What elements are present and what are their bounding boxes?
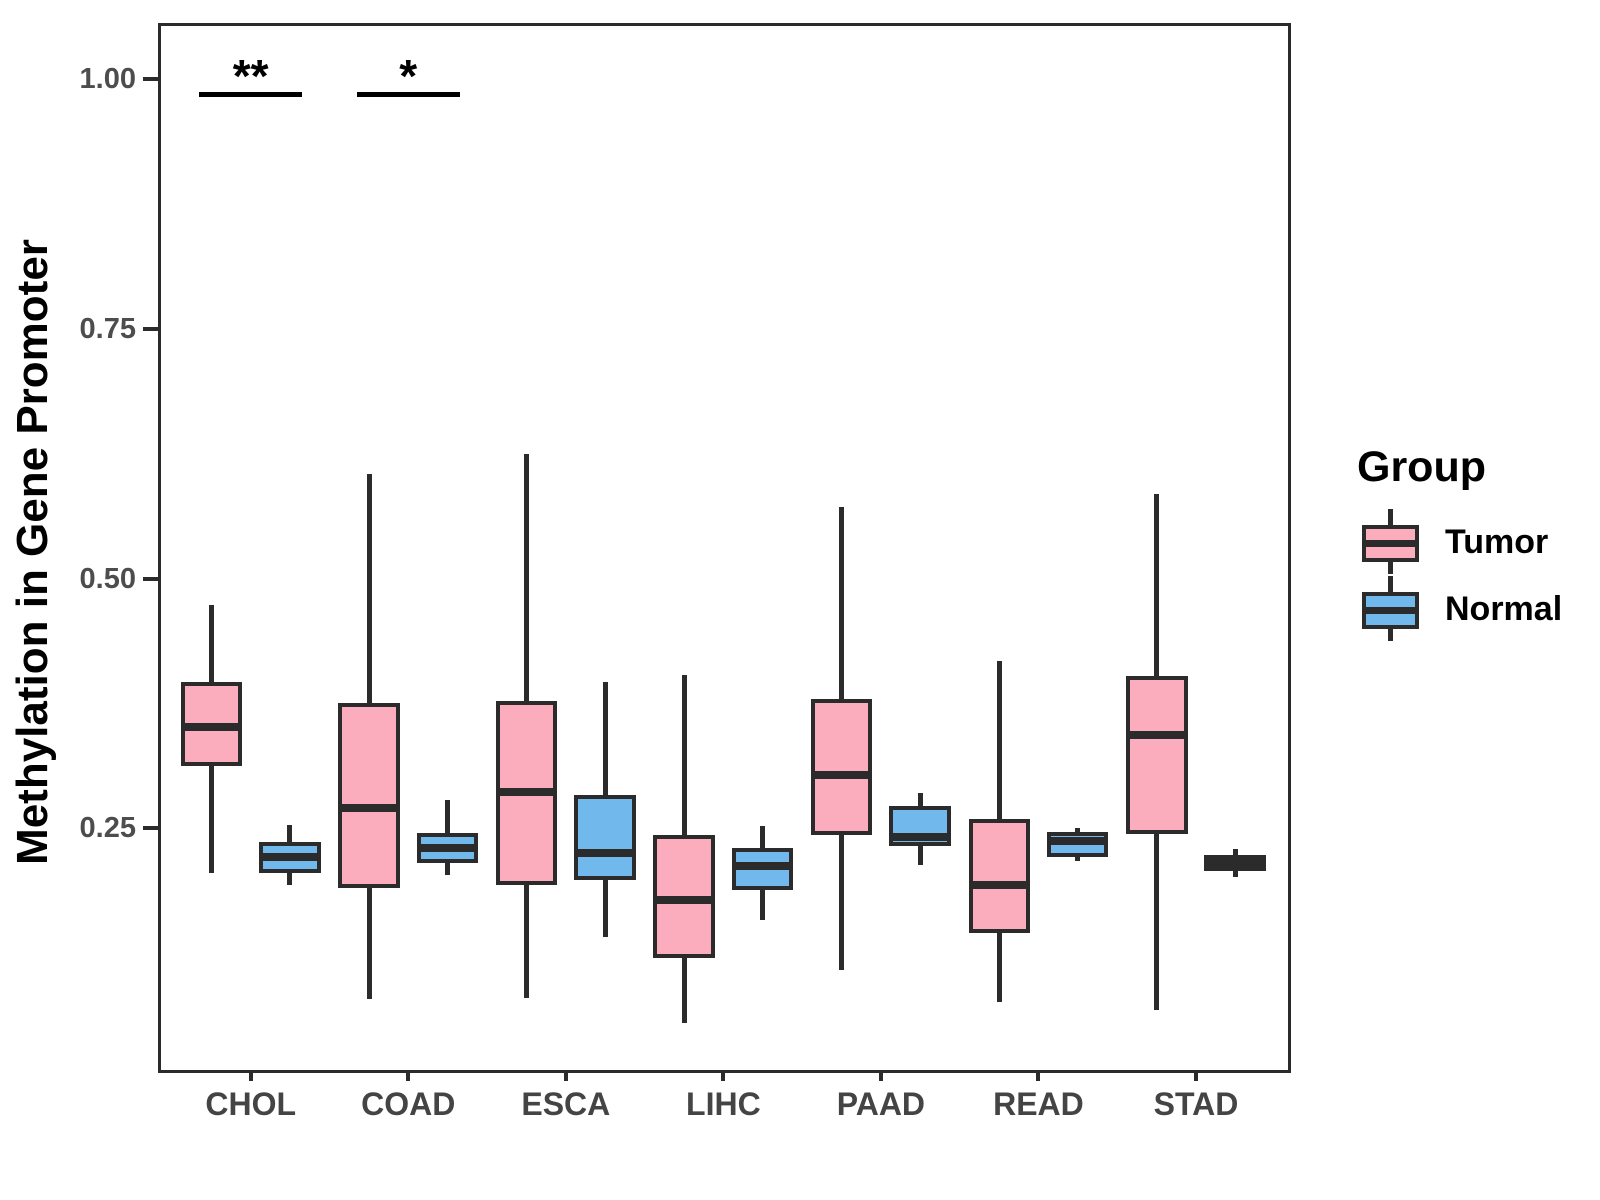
significance-label-coad: * [399,50,418,103]
median-paad-tumor [810,771,873,780]
x-tick-label-coad: COAD [361,1086,456,1122]
legend-boxplot-glyph [1362,509,1419,574]
y-tick-mark [143,326,158,331]
x-tick-label-paad: PAAD [836,1086,926,1122]
significance-bar-coad [356,92,460,98]
legend-label-normal: Normal [1445,590,1563,628]
x-tick-mark [721,1070,726,1081]
plot-panel [158,23,1291,1073]
x-tick-mark [563,1070,568,1081]
y-tick-label: 0.25 [79,812,136,845]
x-tick-label-chol: CHOL [205,1086,297,1122]
significance-bar-chol [199,92,303,98]
box-coad-tumor [338,703,400,889]
median-esca-tumor [495,788,558,797]
x-tick-label-lihc: LIHC [686,1086,761,1122]
x-tick-mark [878,1070,883,1081]
median-lihc-normal [731,862,794,871]
y-tick-label: 0.75 [79,312,136,345]
x-tick-label-esca: ESCA [521,1086,611,1122]
x-tick-label-read: READ [993,1086,1084,1122]
median-read-tumor [968,881,1030,890]
median-stad-tumor [1126,731,1188,740]
x-tick-mark [1036,1070,1041,1081]
legend-label-tumor: Tumor [1445,523,1549,561]
x-tick-mark [406,1070,411,1081]
box-esca-normal [574,795,636,881]
median-chol-tumor [180,723,243,732]
y-tick-label: 0.50 [79,562,136,595]
median-coad-tumor [338,804,400,813]
y-tick-label: 1.00 [79,63,136,96]
x-tick-mark [1194,1070,1198,1081]
y-tick-mark [143,77,158,82]
legend-boxplot-glyph [1362,576,1419,641]
legend-glyph-median [1362,607,1419,614]
legend-title: Group [1357,443,1486,491]
y-tick-mark [143,576,158,581]
box-stad-tumor [1126,676,1188,835]
legend-entry-normal: Normal [1362,576,1582,641]
median-esca-normal [574,849,636,858]
median-read-normal [1046,837,1109,846]
box-read-tumor [968,819,1030,934]
median-coad-normal [416,844,479,853]
y-tick-mark [143,826,158,831]
box-paad-tumor [810,699,873,836]
legend-entry-tumor: Tumor [1362,509,1582,574]
median-lihc-tumor [653,896,715,905]
x-tick-label-stad: STAD [1153,1086,1239,1122]
median-chol-normal [259,853,321,862]
x-tick-mark [248,1070,253,1081]
legend-glyph-median [1362,540,1419,547]
significance-label-chol: ** [232,50,269,103]
median-stad-normal [1204,859,1266,868]
median-paad-normal [889,833,951,842]
